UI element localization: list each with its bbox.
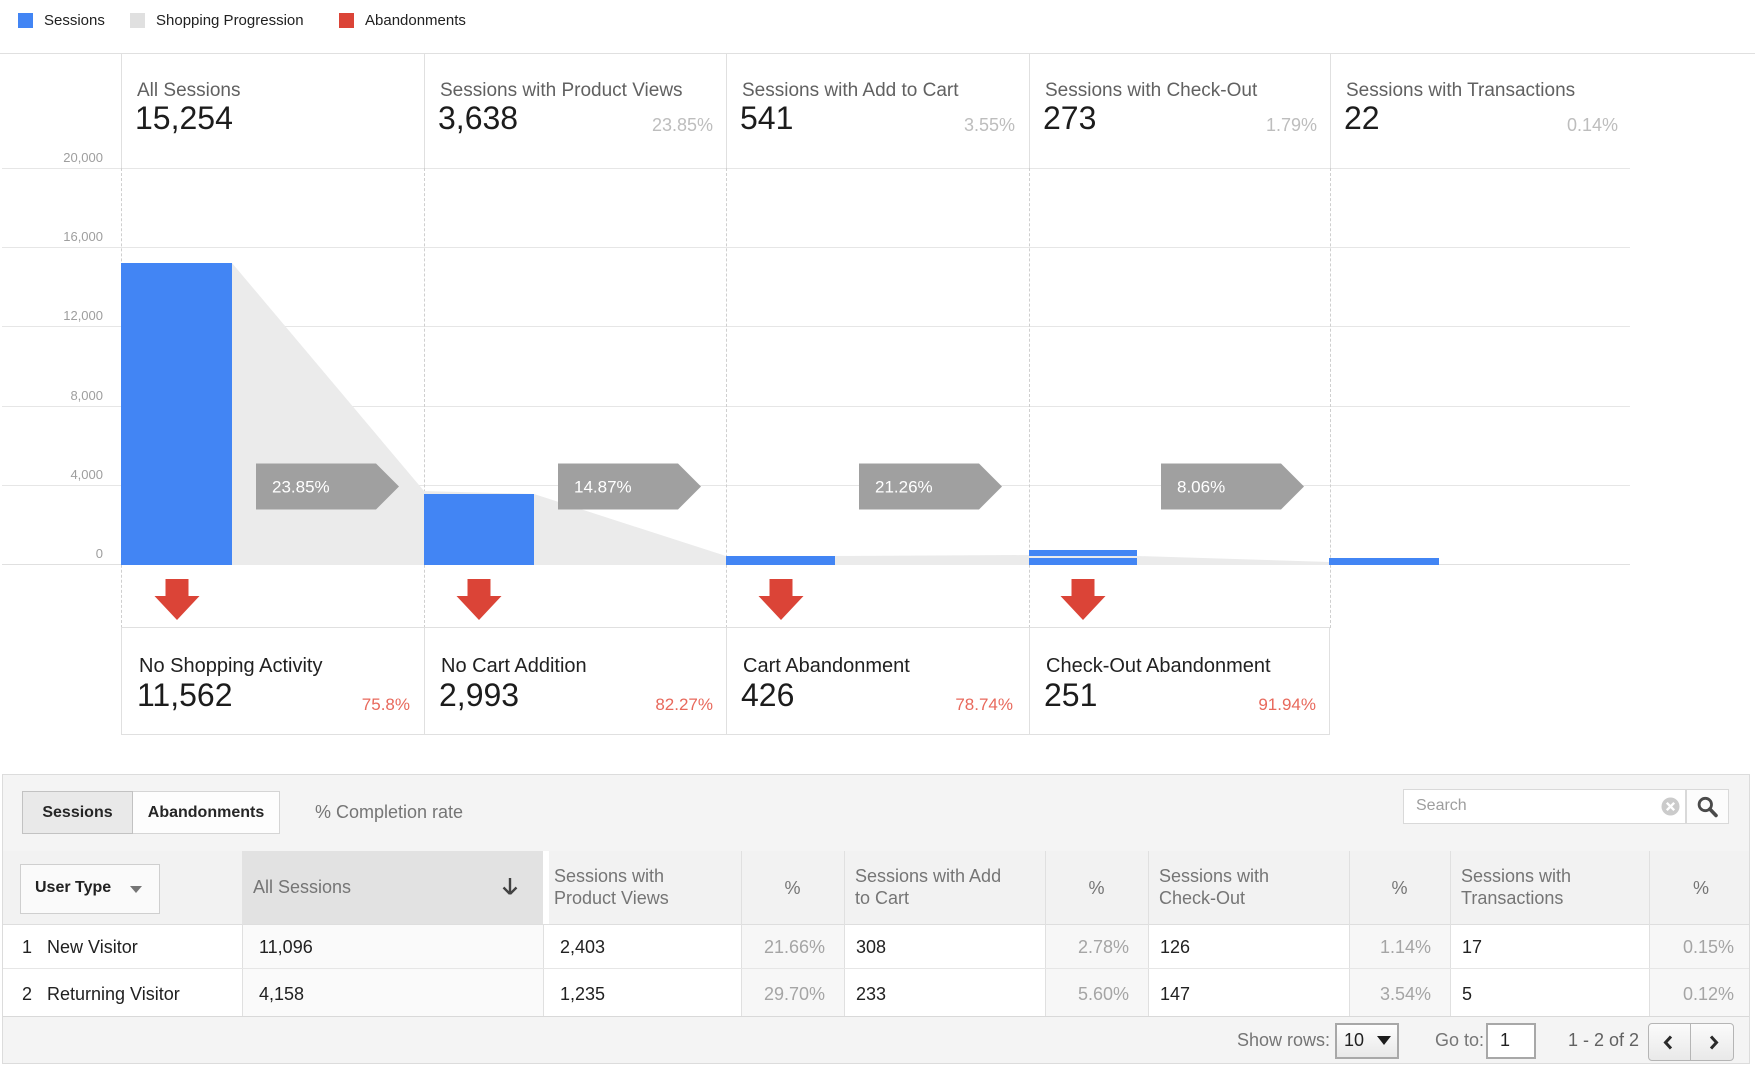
svg-text:14.87%: 14.87% — [574, 478, 632, 497]
svg-text:21.26%: 21.26% — [875, 478, 933, 497]
svg-text:8.06%: 8.06% — [1177, 478, 1225, 497]
svg-text:23.85%: 23.85% — [272, 478, 330, 497]
